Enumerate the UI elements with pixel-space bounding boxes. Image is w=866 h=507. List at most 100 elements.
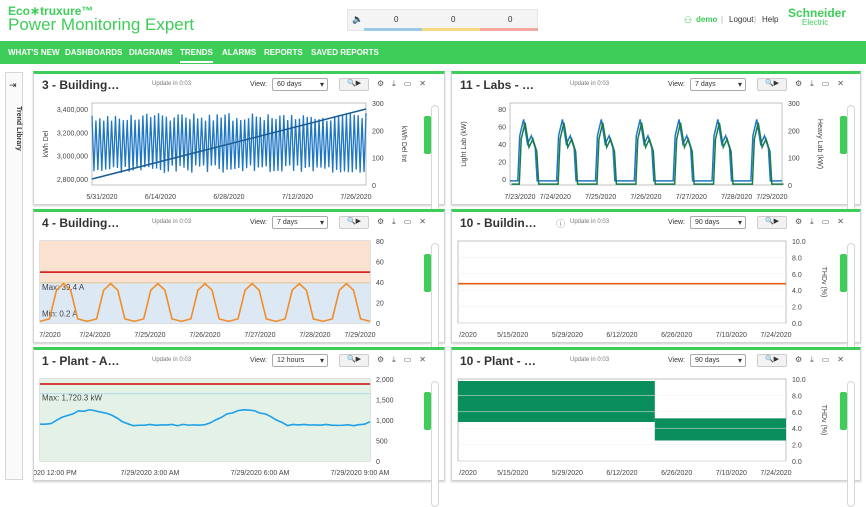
maximize-icon[interactable]: ▭ bbox=[403, 217, 412, 226]
panel-expand-handle[interactable] bbox=[424, 116, 431, 154]
x-tick-label: 7/29/2020 bbox=[756, 194, 787, 201]
maximize-icon[interactable]: ▭ bbox=[821, 355, 830, 364]
panel-expand-handle[interactable] bbox=[840, 392, 847, 430]
panel-title[interactable]: 4 - Building… bbox=[42, 216, 120, 230]
view-range-select[interactable]: 60 days bbox=[272, 78, 328, 91]
maximize-icon[interactable]: ▭ bbox=[403, 79, 412, 88]
panel-expand-handle[interactable] bbox=[840, 254, 847, 292]
y-right-tick-label: 0 bbox=[376, 321, 380, 328]
x-tick-label: 7/29/2020 3:00 AM bbox=[121, 470, 180, 477]
view-range-select[interactable]: 7 days bbox=[272, 216, 328, 229]
alarm-severity-bars bbox=[364, 28, 538, 31]
maximize-icon[interactable]: ▭ bbox=[821, 79, 830, 88]
panel-expand-handle[interactable] bbox=[840, 116, 847, 154]
close-icon[interactable]: ✕ bbox=[837, 355, 844, 364]
vertical-scrollbar[interactable] bbox=[847, 381, 855, 507]
nav-whats-new[interactable]: WHAT'S NEW bbox=[8, 48, 60, 57]
help-link[interactable]: Help bbox=[762, 15, 779, 24]
zoom-search-button[interactable]: 🔍▶ bbox=[757, 354, 787, 367]
gear-icon[interactable]: ⚙ bbox=[795, 217, 803, 226]
y-right-axis-title: THDv (%) bbox=[820, 267, 827, 298]
close-icon[interactable]: ✕ bbox=[419, 217, 426, 226]
close-icon[interactable]: ✕ bbox=[419, 355, 426, 364]
close-icon[interactable]: ✕ bbox=[837, 79, 844, 88]
speaker-icon[interactable]: 🔈 bbox=[352, 14, 364, 24]
panel-toolbar: ⚙ ⤓ ▭ ✕ bbox=[795, 79, 852, 89]
trend-chart[interactable]: /2020 5/15/2020 5/29/2020 6/12/2020 6/26/202… bbox=[452, 233, 838, 343]
collapse-icon[interactable]: ⇥ bbox=[9, 80, 17, 90]
gear-icon[interactable]: ⚙ bbox=[377, 217, 385, 226]
download-icon[interactable]: ⤓ bbox=[392, 355, 396, 364]
update-countdown: Update in 0:03 bbox=[570, 219, 610, 225]
nav-reports[interactable]: REPORTS bbox=[264, 48, 303, 57]
view-range-select[interactable]: 90 days bbox=[690, 354, 746, 367]
zoom-search-button[interactable]: 🔍▶ bbox=[757, 216, 787, 229]
download-icon[interactable]: ⤓ bbox=[810, 355, 814, 364]
trend-panel-p4: 10 - Buildin… Update in 0:03 ⓘ View: 90 days… bbox=[451, 209, 861, 369]
trend-library-sidebar[interactable]: ⇥ Trend Library bbox=[5, 72, 23, 480]
view-label: View: bbox=[250, 81, 267, 88]
vertical-scrollbar[interactable] bbox=[431, 381, 439, 507]
y-right-tick-label: 6.0 bbox=[792, 410, 802, 417]
x-tick-label: /2020 bbox=[459, 470, 477, 477]
trend-chart[interactable]: 9/2020 12:00 PM 7/29/2020 3:00 AM 7/29/202… bbox=[34, 371, 422, 481]
nav-alarms[interactable]: ALARMS bbox=[222, 48, 257, 57]
zoom-search-button[interactable]: 🔍▶ bbox=[339, 216, 369, 229]
gear-icon[interactable]: ⚙ bbox=[377, 355, 385, 364]
maximize-icon[interactable]: ▭ bbox=[403, 355, 412, 364]
y-left-tick-label: 40 bbox=[498, 142, 506, 149]
x-tick-label: 7/24/2020 bbox=[760, 332, 791, 339]
x-tick-label: 6/14/2020 bbox=[145, 194, 176, 201]
x-tick-label: 6/26/2020 bbox=[661, 332, 692, 339]
user-name[interactable]: demo bbox=[696, 15, 718, 24]
panel-expand-handle[interactable] bbox=[424, 254, 431, 292]
panel-title[interactable]: 1 - Plant - A… bbox=[42, 354, 120, 368]
x-tick-label: 7/29/2020 6:00 AM bbox=[231, 470, 290, 477]
nav-diagrams[interactable]: DIAGRAMS bbox=[129, 48, 173, 57]
download-icon[interactable]: ⤓ bbox=[810, 217, 814, 226]
y-right-tick-label: 300 bbox=[788, 101, 800, 108]
trend-chart[interactable]: 7/23/2020 7/24/2020 7/25/2020 7/26/2020 7/27… bbox=[452, 95, 838, 205]
panel-title[interactable]: 10 - Plant - … bbox=[460, 354, 537, 368]
close-icon[interactable]: ✕ bbox=[419, 79, 426, 88]
alarm-count-low[interactable]: 0 bbox=[508, 15, 513, 24]
panel-title[interactable]: 11 - Labs - … bbox=[460, 78, 535, 92]
y-right-tick-label: 200 bbox=[372, 128, 384, 135]
download-icon[interactable]: ⤓ bbox=[810, 79, 814, 88]
gear-icon[interactable]: ⚙ bbox=[795, 79, 803, 88]
trend-chart[interactable]: /2020 5/15/2020 5/29/2020 6/12/2020 6/26/202… bbox=[452, 371, 838, 481]
y-right-tick-label: 0.0 bbox=[792, 321, 802, 328]
trend-chart[interactable]: 7/2020 7/24/2020 7/25/2020 7/26/2020 7/27/20… bbox=[34, 233, 422, 343]
zoom-search-button[interactable]: 🔍▶ bbox=[339, 78, 369, 91]
maximize-icon[interactable]: ▭ bbox=[821, 217, 830, 226]
schneider-logo: Schneider Electric bbox=[788, 6, 847, 27]
close-icon[interactable]: ✕ bbox=[837, 217, 844, 226]
x-tick-label: 7/28/2020 bbox=[721, 194, 752, 201]
x-tick-label: 7/26/2020 bbox=[340, 194, 371, 201]
panel-title[interactable]: 3 - Building… bbox=[42, 78, 120, 92]
trend-chart[interactable]: 5/31/2020 6/14/2020 6/28/2020 7/12/2020 7/26… bbox=[34, 95, 422, 205]
view-range-select[interactable]: 12 hours bbox=[272, 354, 328, 367]
panel-title[interactable]: 10 - Buildin… bbox=[460, 216, 537, 230]
download-icon[interactable]: ⤓ bbox=[392, 79, 396, 88]
panel-expand-handle[interactable] bbox=[424, 392, 431, 430]
zoom-search-button[interactable]: 🔍▶ bbox=[339, 354, 369, 367]
nav-dashboards[interactable]: DASHBOARDS bbox=[65, 48, 123, 57]
x-tick-label: 7/10/2020 bbox=[716, 332, 747, 339]
gear-icon[interactable]: ⚙ bbox=[377, 79, 385, 88]
info-icon[interactable]: ⓘ bbox=[556, 219, 566, 229]
view-range-select[interactable]: 7 days bbox=[690, 78, 746, 91]
gear-icon[interactable]: ⚙ bbox=[795, 355, 803, 364]
main-nav: WHAT'S NEW DASHBOARDS DIAGRAMS TRENDS AL… bbox=[0, 41, 866, 64]
zoom-search-button[interactable]: 🔍▶ bbox=[757, 78, 787, 91]
alarm-count-high[interactable]: 0 bbox=[394, 15, 399, 24]
view-range-select[interactable]: 90 days bbox=[690, 216, 746, 229]
app-title: Power Monitoring Expert bbox=[8, 15, 195, 34]
nav-saved-reports[interactable]: SAVED REPORTS bbox=[311, 48, 379, 57]
y-right-tick-label: 40 bbox=[376, 280, 384, 287]
alarm-count-medium[interactable]: 0 bbox=[451, 15, 456, 24]
download-icon[interactable]: ⤓ bbox=[392, 217, 396, 226]
nav-trends[interactable]: TRENDS bbox=[180, 48, 213, 63]
logout-link[interactable]: Logout bbox=[729, 15, 754, 24]
y-right-tick-label: 20 bbox=[376, 301, 384, 308]
